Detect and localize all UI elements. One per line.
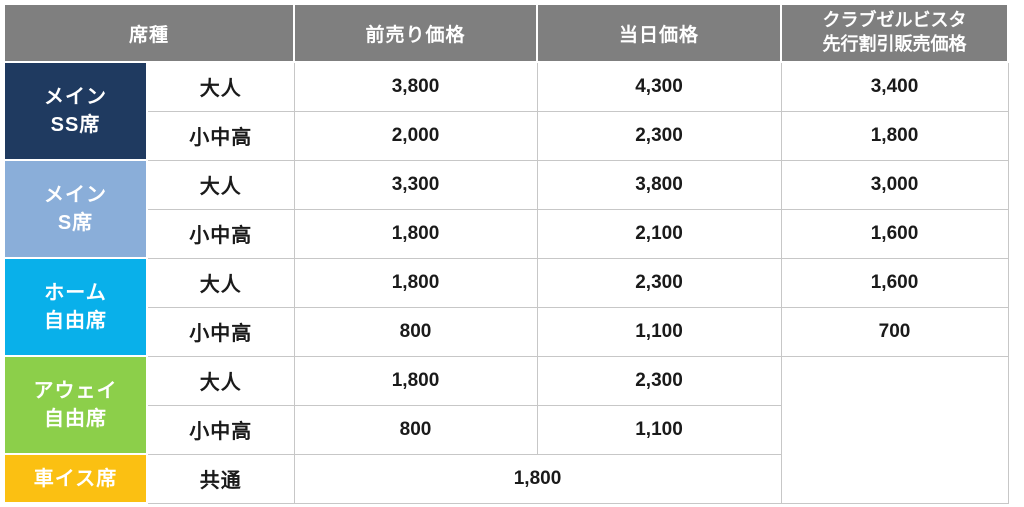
price-cell-advance: 1,800 (293, 257, 538, 308)
category-cell: 大人 (146, 257, 295, 308)
price-cell-advance: 2,000 (293, 110, 538, 161)
table-row: 小中高 800 1,100 700 (4, 306, 1009, 357)
header-advance-price-label: 前売り価格 (365, 24, 466, 46)
category-cell: 小中高 (146, 404, 295, 455)
header-same-day-price: 当日価格 (536, 3, 782, 63)
price-cell-advance: 3,300 (293, 159, 538, 210)
seat-group-label-line1: メイン (44, 184, 107, 206)
seat-group-home: ホーム 自由席 (3, 257, 148, 357)
header-seat-type-label: 席種 (128, 24, 169, 46)
seat-group-label-line2: 自由席 (44, 408, 107, 430)
category-cell: 大人 (146, 61, 295, 112)
price-cell-club: 1,600 (780, 257, 1009, 308)
category-cell: 共通 (146, 453, 295, 504)
price-cell-same-day: 1,100 (536, 404, 782, 455)
header-club-discount-line1: クラブゼルビスタ (822, 10, 967, 31)
price-cell-advance: 800 (293, 306, 538, 357)
header-same-day-price-label: 当日価格 (618, 24, 699, 46)
table-row: メイン S席 大人 3,300 3,800 3,000 (3, 159, 1009, 259)
price-cell-same-day: 2,100 (536, 208, 782, 259)
seat-group-main-s: メイン S席 (3, 159, 148, 259)
seat-group-label-line2: SS席 (50, 114, 101, 136)
seat-group-wheelchair: 車イス席 (3, 453, 148, 504)
price-cell-same-day: 2,300 (536, 257, 782, 308)
table-row: ホーム 自由席 大人 1,800 2,300 1,600 (3, 257, 1009, 357)
price-cell-club: 3,400 (780, 61, 1009, 112)
seat-group-label-line1: メイン (44, 86, 107, 108)
price-cell-same-day: 4,300 (536, 61, 782, 112)
price-cell-club: 1,600 (780, 208, 1009, 259)
price-cell-same-day: 2,300 (536, 355, 782, 406)
header-seat-type: 席種 (3, 3, 295, 63)
table-row: 小中高 800 1,100 (4, 404, 1008, 455)
header-advance-price: 前売り価格 (293, 3, 538, 63)
category-cell: 大人 (146, 159, 295, 210)
seat-group-label-line2: 自由席 (44, 310, 107, 332)
category-cell: 大人 (146, 355, 295, 406)
category-cell: 小中高 (146, 208, 295, 259)
empty-club-price-region (780, 355, 1009, 504)
table-row: メイン SS席 大人 3,800 4,300 3,400 (3, 61, 1009, 161)
price-cell-advance: 1,800 (293, 355, 538, 406)
price-cell-combined: 1,800 (293, 453, 782, 504)
ticket-price-table: 席種 前売り価格 当日価格 クラブゼルビスタ 先行割引販売価格 メイン SS席 … (3, 3, 1009, 504)
seat-group-away: アウェイ 自由席 (3, 355, 148, 455)
table-row: 車イス席 共通 1,800 (3, 453, 1008, 504)
table-row: アウェイ 自由席 大人 1,800 2,300 (3, 355, 1009, 504)
price-cell-club: 3,000 (780, 159, 1009, 210)
price-cell-club: 700 (780, 306, 1009, 357)
category-cell: 小中高 (146, 110, 295, 161)
price-cell-advance: 800 (293, 404, 538, 455)
header-club-discount-line2: 先行割引販売価格 (822, 34, 967, 54)
table-header-row: 席種 前売り価格 当日価格 クラブゼルビスタ 先行割引販売価格 (3, 3, 1009, 63)
seat-group-label-line2: S席 (57, 212, 94, 234)
price-cell-advance: 3,800 (293, 61, 538, 112)
category-cell: 小中高 (146, 306, 295, 357)
seat-group-label-line1: 車イス席 (33, 467, 118, 490)
table-row: 小中高 2,000 2,300 1,800 (4, 110, 1009, 161)
price-cell-club: 1,800 (780, 110, 1009, 161)
price-cell-same-day: 1,100 (536, 306, 782, 357)
table-row: 小中高 1,800 2,100 1,600 (4, 208, 1009, 259)
price-cell-same-day: 2,300 (536, 110, 782, 161)
seat-group-label-line1: アウェイ (33, 380, 118, 402)
price-cell-same-day: 3,800 (536, 159, 782, 210)
header-club-discount-price: クラブゼルビスタ 先行割引販売価格 (780, 3, 1009, 63)
seat-group-main-ss: メイン SS席 (3, 61, 148, 161)
seat-group-label-line1: ホーム (44, 282, 107, 304)
price-cell-advance: 1,800 (293, 208, 538, 259)
